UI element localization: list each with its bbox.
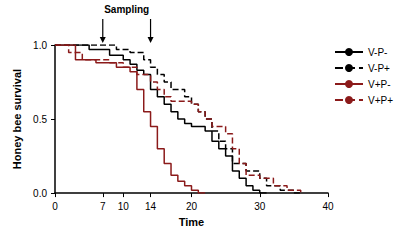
svg-text:V-P+: V-P+	[368, 63, 390, 74]
svg-text:30: 30	[254, 201, 266, 212]
svg-text:1.0: 1.0	[33, 40, 47, 51]
svg-text:7: 7	[100, 201, 106, 212]
svg-text:V-P-: V-P-	[368, 47, 387, 58]
svg-text:V+P+: V+P+	[368, 95, 393, 106]
svg-text:10: 10	[118, 201, 130, 212]
svg-text:20: 20	[186, 201, 198, 212]
svg-text:0.0: 0.0	[33, 188, 47, 199]
svg-text:0: 0	[52, 201, 58, 212]
svg-text:V+P-: V+P-	[368, 79, 391, 90]
svg-text:14: 14	[145, 201, 157, 212]
svg-text:Time: Time	[179, 216, 204, 228]
svg-text:Honey bee survival: Honey bee survival	[11, 69, 23, 169]
svg-text:0.5: 0.5	[33, 114, 47, 125]
svg-text:40: 40	[322, 201, 334, 212]
svg-text:Sampling: Sampling	[104, 4, 149, 15]
